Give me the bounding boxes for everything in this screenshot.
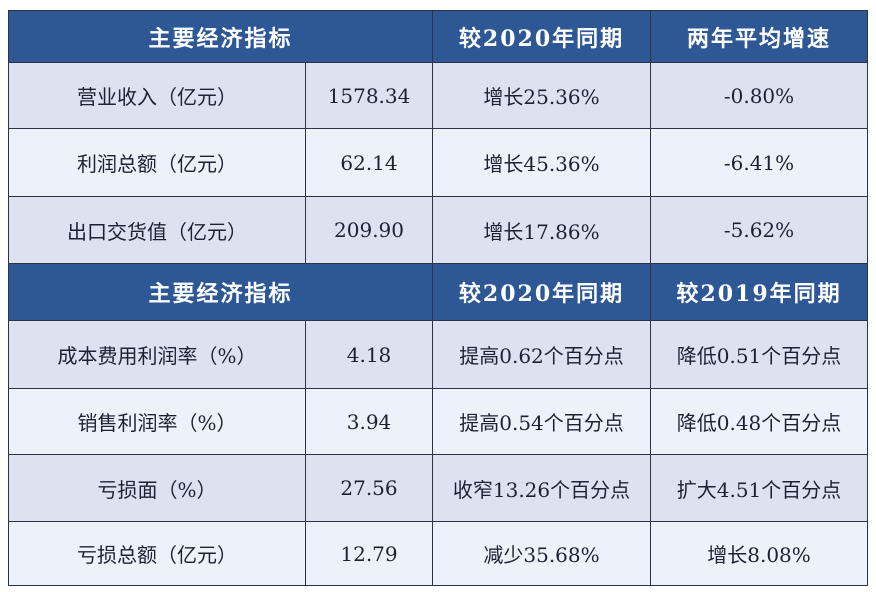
value-cell: 1578.34 [304, 62, 434, 129]
table-row: 销售利润率（%） 3.94 提高0.54个百分点 降低0.48个百分点 [8, 388, 869, 455]
table-row: 出口交货值（亿元） 209.90 增长17.86% -5.62% [8, 196, 869, 264]
table1-header-vs2020: 较2020年同期 [432, 10, 652, 63]
table2-header-vs2020: 较2020年同期 [432, 263, 652, 321]
table2-header-row: 主要经济指标 较2020年同期 较2019年同期 [7, 263, 869, 321]
value-cell: 4.18 [304, 320, 434, 389]
indicator-cell: 亏损面（%） [8, 454, 306, 522]
indicator-cell: 出口交货值（亿元） [8, 196, 306, 264]
table-row: 利润总额（亿元） 62.14 增长45.36% -6.41% [8, 128, 869, 197]
value-cell: 12.79 [304, 521, 434, 586]
vs2019-cell: 扩大4.51个百分点 [650, 454, 869, 522]
two-year-avg-cell: -5.62% [650, 196, 869, 264]
vs2020-cell: 收窄13.26个百分点 [432, 454, 652, 522]
table-row: 亏损面（%） 27.56 收窄13.26个百分点 扩大4.51个百分点 [8, 454, 869, 522]
vs2019-cell: 增长8.08% [650, 521, 869, 586]
indicator-cell: 成本费用利润率（%） [8, 320, 306, 389]
vs2020-cell: 增长17.86% [432, 196, 652, 264]
vs2020-cell: 提高0.62个百分点 [432, 320, 652, 389]
vs2020-cell: 增长25.36% [432, 62, 652, 129]
value-cell: 62.14 [304, 128, 434, 197]
indicator-cell: 销售利润率（%） [8, 388, 306, 455]
economic-indicators-table: 主要经济指标 较2020年同期 两年平均增速 营业收入（亿元） 1578.34 … [7, 10, 869, 586]
two-year-avg-cell: -0.80% [650, 62, 869, 129]
vs2019-cell: 降低0.51个百分点 [650, 320, 869, 389]
vs2020-cell: 提高0.54个百分点 [432, 388, 652, 455]
vs2019-cell: 降低0.48个百分点 [650, 388, 869, 455]
indicator-cell: 营业收入（亿元） [8, 62, 306, 129]
value-cell: 27.56 [304, 454, 434, 522]
indicator-cell: 亏损总额（亿元） [8, 521, 306, 586]
value-cell: 209.90 [304, 196, 434, 264]
table1-header-two-year-avg: 两年平均增速 [650, 10, 869, 63]
table2-header-vs2019: 较2019年同期 [650, 263, 869, 321]
table2-header-indicator: 主要经济指标 [7, 263, 434, 321]
vs2020-cell: 增长45.36% [432, 128, 652, 197]
table-row: 亏损总额（亿元） 12.79 减少35.68% 增长8.08% [8, 521, 869, 586]
two-year-avg-cell: -6.41% [650, 128, 869, 197]
table1-header-row: 主要经济指标 较2020年同期 两年平均增速 [7, 10, 869, 63]
table-row: 营业收入（亿元） 1578.34 增长25.36% -0.80% [8, 62, 869, 129]
table-row: 成本费用利润率（%） 4.18 提高0.62个百分点 降低0.51个百分点 [8, 320, 869, 389]
table1-header-indicator: 主要经济指标 [7, 10, 434, 63]
value-cell: 3.94 [304, 388, 434, 455]
indicator-cell: 利润总额（亿元） [8, 128, 306, 197]
vs2020-cell: 减少35.68% [432, 521, 652, 586]
